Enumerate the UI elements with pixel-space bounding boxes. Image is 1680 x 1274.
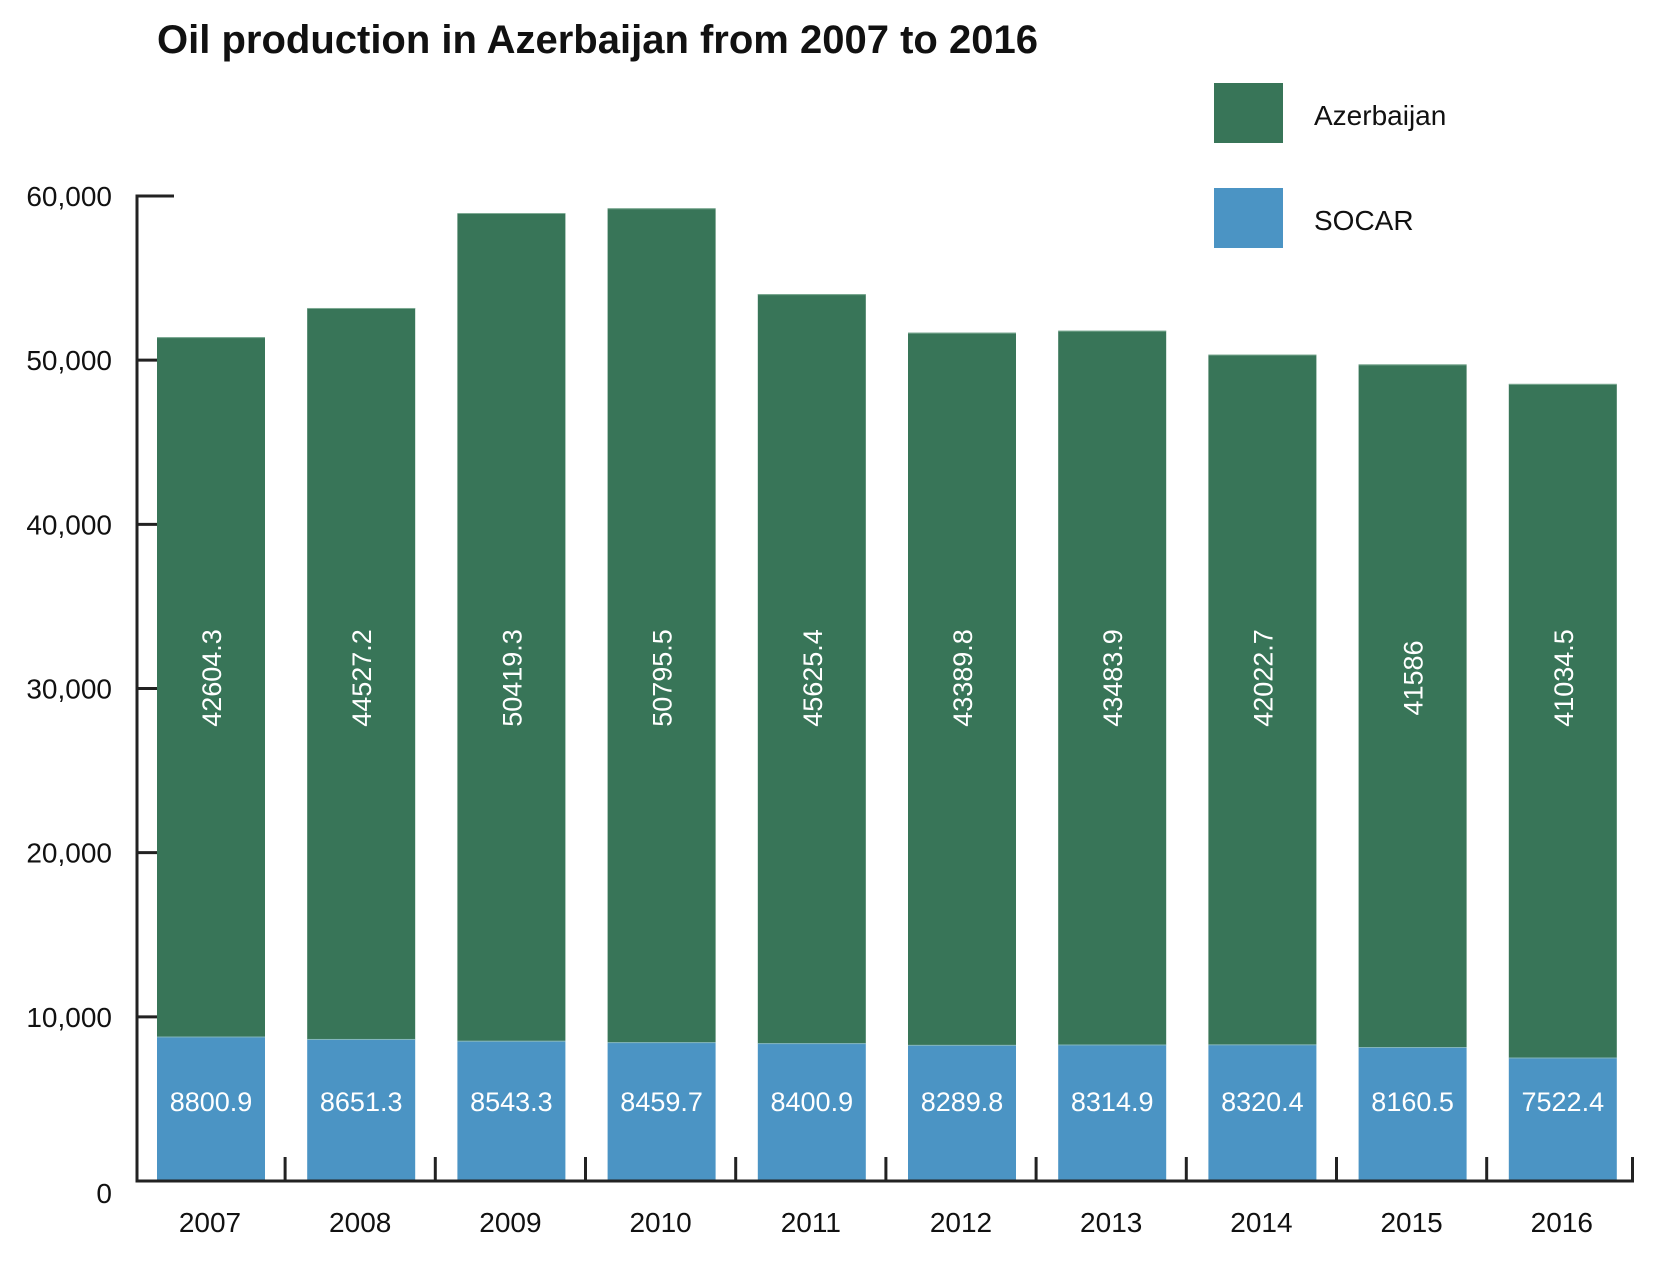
bar-azerbaijan-2011 <box>757 294 866 1044</box>
y-tick-label-0: 0 <box>96 1178 112 1209</box>
bar-label-azerbaijan-2011: 45625.4 <box>798 629 828 727</box>
bar-socar-2007 <box>157 1036 265 1181</box>
bar-label-socar-2009: 8543.3 <box>470 1087 553 1117</box>
x-tick-label-2011: 2011 <box>781 1207 841 1238</box>
x-tick-label-2015: 2015 <box>1380 1207 1442 1238</box>
bar-label-azerbaijan-2007: 42604.3 <box>197 629 227 727</box>
bar-azerbaijan-2010 <box>607 208 716 1043</box>
y-tick-label-30000: 30,000 <box>26 674 112 705</box>
bar-socar-2011 <box>757 1043 866 1181</box>
bar-socar-2010 <box>607 1042 716 1181</box>
bar-label-socar-2013: 8314.9 <box>1071 1087 1154 1117</box>
bar-label-azerbaijan-2009: 50419.3 <box>497 629 527 727</box>
y-tick-label-20000: 20,000 <box>26 838 112 869</box>
x-tick-label-2009: 2009 <box>479 1207 541 1238</box>
legend-swatch-socar <box>1214 188 1283 248</box>
bar-azerbaijan-2007 <box>157 337 265 1037</box>
bar-label-socar-2007: 8800.9 <box>170 1087 253 1117</box>
bar-azerbaijan-2008 <box>307 307 416 1039</box>
bar-label-azerbaijan-2008: 44527.2 <box>347 629 377 727</box>
x-tick-label-2016: 2016 <box>1531 1207 1593 1238</box>
bar-label-socar-2014: 8320.4 <box>1221 1087 1304 1117</box>
legend-label-azerbaijan: Azerbaijan <box>1314 100 1446 131</box>
bar-socar-2015 <box>1358 1047 1467 1181</box>
bar-azerbaijan-2014 <box>1208 354 1317 1045</box>
x-tick-label-2010: 2010 <box>629 1207 691 1238</box>
bar-label-azerbaijan-2014: 42022.7 <box>1248 629 1278 727</box>
bar-socar-2016 <box>1508 1057 1617 1181</box>
bar-label-socar-2008: 8651.3 <box>320 1087 403 1117</box>
legend: Azerbaijan SOCAR <box>1214 83 1446 248</box>
bar-socar-2013 <box>1058 1044 1167 1181</box>
bar-label-socar-2015: 8160.5 <box>1371 1087 1454 1117</box>
bar-label-socar-2011: 8400.9 <box>771 1087 854 1117</box>
x-tick-label-2013: 2013 <box>1080 1207 1142 1238</box>
bar-socar-2012 <box>908 1044 1016 1181</box>
bar-label-socar-2012: 8289.8 <box>921 1087 1004 1117</box>
bar-azerbaijan-2009 <box>457 213 566 1041</box>
bar-socar-2008 <box>307 1038 416 1181</box>
bar-label-socar-2010: 8459.7 <box>620 1087 703 1117</box>
legend-label-socar: SOCAR <box>1314 205 1414 236</box>
y-tick-label-10000: 10,000 <box>26 1002 112 1033</box>
bar-label-azerbaijan-2013: 43483.9 <box>1098 629 1128 727</box>
bar-label-azerbaijan-2010: 50795.5 <box>648 629 678 727</box>
bar-label-azerbaijan-2016: 41034.5 <box>1549 629 1579 727</box>
bar-azerbaijan-2013 <box>1058 330 1167 1045</box>
bar-label-azerbaijan-2012: 43389.8 <box>948 629 978 727</box>
x-tick-label-2014: 2014 <box>1230 1207 1292 1238</box>
x-tick-label-2007: 2007 <box>179 1207 241 1238</box>
chart-title: Oil production in Azerbaijan from 2007 t… <box>157 18 1038 62</box>
axes: 2007 2008 2009 2010 2011 2012 2013 2014 2015 2016… <box>26 181 1634 1238</box>
bar-socar-2014 <box>1208 1044 1317 1181</box>
y-tick-label-40000: 40,000 <box>26 509 112 540</box>
legend-swatch-azerbaijan <box>1214 83 1283 143</box>
bar-label-socar-2016: 7522.4 <box>1522 1087 1605 1117</box>
bar-label-azerbaijan-2015: 41586 <box>1399 640 1429 715</box>
x-tick-label-2012: 2012 <box>930 1207 992 1238</box>
bar-socar-2009 <box>457 1040 566 1181</box>
y-tick-label-50000: 50,000 <box>26 345 112 376</box>
bar-azerbaijan-2015 <box>1358 364 1467 1048</box>
bar-azerbaijan-2016 <box>1508 383 1617 1058</box>
y-tick-label-60000: 60,000 <box>26 181 112 212</box>
x-tick-label-2008: 2008 <box>329 1207 391 1238</box>
bars: 8800.9 42604.3 8651.3 44527.2 8543.3 50419.3 8… <box>157 208 1617 1181</box>
bar-azerbaijan-2012 <box>908 332 1016 1045</box>
